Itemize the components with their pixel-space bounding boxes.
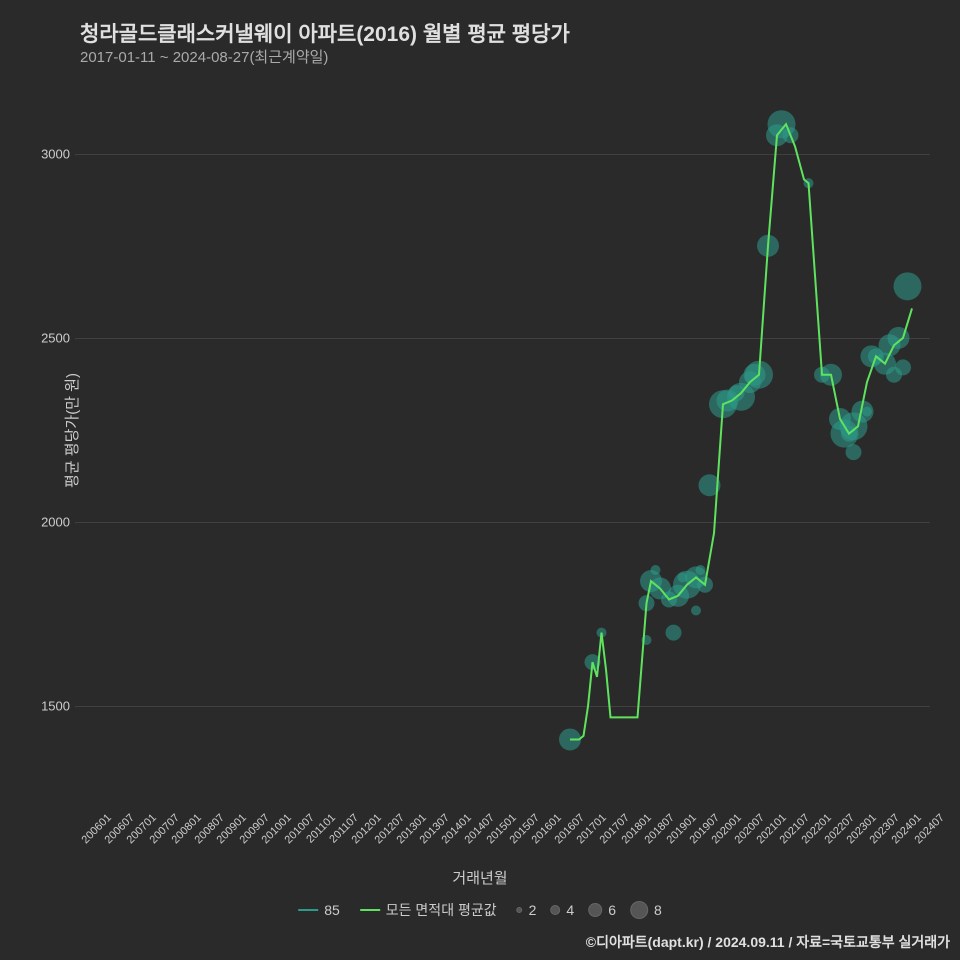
attribution: ©디아파트(dapt.kr) / 2024.09.11 / 자료=국토교통부 실… bbox=[586, 932, 950, 952]
legend: 85 모든 면적대 평균값 2 4 6 8 bbox=[298, 900, 662, 920]
plot-svg bbox=[0, 0, 960, 960]
legend-swatch-85 bbox=[298, 909, 318, 911]
legend-sizes: 2 4 6 8 bbox=[517, 901, 662, 919]
legend-size-label: 6 bbox=[608, 902, 616, 918]
scatter-point bbox=[894, 272, 922, 300]
legend-size-circle bbox=[588, 903, 602, 917]
legend-size-label: 2 bbox=[529, 902, 537, 918]
legend-series-85: 85 bbox=[298, 902, 340, 918]
scatter-point bbox=[895, 359, 911, 375]
legend-size-item: 4 bbox=[550, 902, 574, 918]
chart-container: 청라골드클래스커낼웨이 아파트(2016) 월별 평균 평당가 2017-01-… bbox=[0, 0, 960, 960]
scatter-point bbox=[846, 444, 862, 460]
legend-series-avg: 모든 면적대 평균값 bbox=[360, 900, 497, 920]
legend-label-85: 85 bbox=[324, 902, 340, 918]
legend-size-item: 8 bbox=[630, 901, 662, 919]
legend-size-circle bbox=[517, 907, 523, 913]
scatter-point bbox=[651, 565, 661, 575]
legend-size-item: 6 bbox=[588, 902, 616, 918]
legend-size-circle bbox=[550, 905, 560, 915]
legend-size-label: 4 bbox=[566, 902, 574, 918]
legend-label-avg: 모든 면적대 평균값 bbox=[386, 900, 497, 920]
legend-size-label: 8 bbox=[654, 902, 662, 918]
scatter-point bbox=[666, 625, 682, 641]
legend-swatch-avg bbox=[360, 909, 380, 911]
scatter-point bbox=[862, 407, 872, 417]
scatter-group bbox=[559, 110, 922, 750]
scatter-point bbox=[691, 606, 701, 616]
scatter-point bbox=[696, 565, 706, 575]
legend-size-circle bbox=[630, 901, 648, 919]
legend-size-item: 2 bbox=[517, 902, 537, 918]
